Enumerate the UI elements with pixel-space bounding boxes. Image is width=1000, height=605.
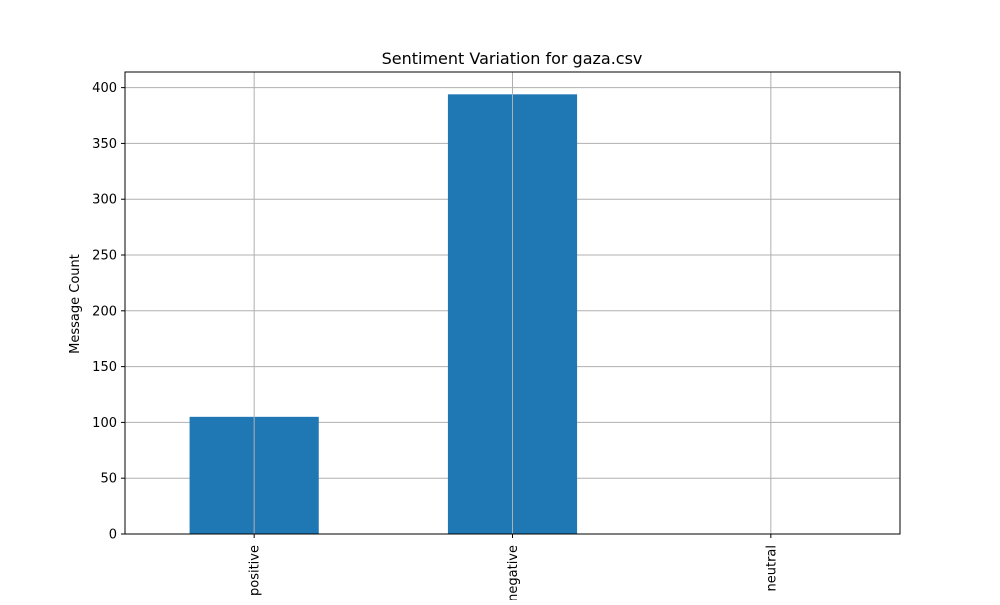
y-tick-label: 300 xyxy=(92,193,117,208)
y-tick-label: 350 xyxy=(92,137,117,152)
ticks-layer: 0 50 100 150 200 250 300 350 400 positive negative… xyxy=(92,81,779,602)
x-tick-label: neutral xyxy=(764,545,779,592)
y-tick-label: 100 xyxy=(92,416,117,431)
y-tick-label: 50 xyxy=(100,472,117,487)
grid-front-layer xyxy=(253,72,772,534)
y-tick-label: 0 xyxy=(109,528,117,543)
y-tick-label: 400 xyxy=(92,81,117,96)
x-tick-label: positive xyxy=(248,545,263,596)
y-axis-label: Message Count xyxy=(68,254,83,354)
y-tick-label: 150 xyxy=(92,360,117,375)
x-tick-label: negative xyxy=(506,545,521,600)
chart-title: Sentiment Variation for gaza.csv xyxy=(382,49,643,68)
bars-layer xyxy=(189,94,578,534)
y-tick-label: 200 xyxy=(92,304,117,319)
y-tick-label: 250 xyxy=(92,249,117,264)
